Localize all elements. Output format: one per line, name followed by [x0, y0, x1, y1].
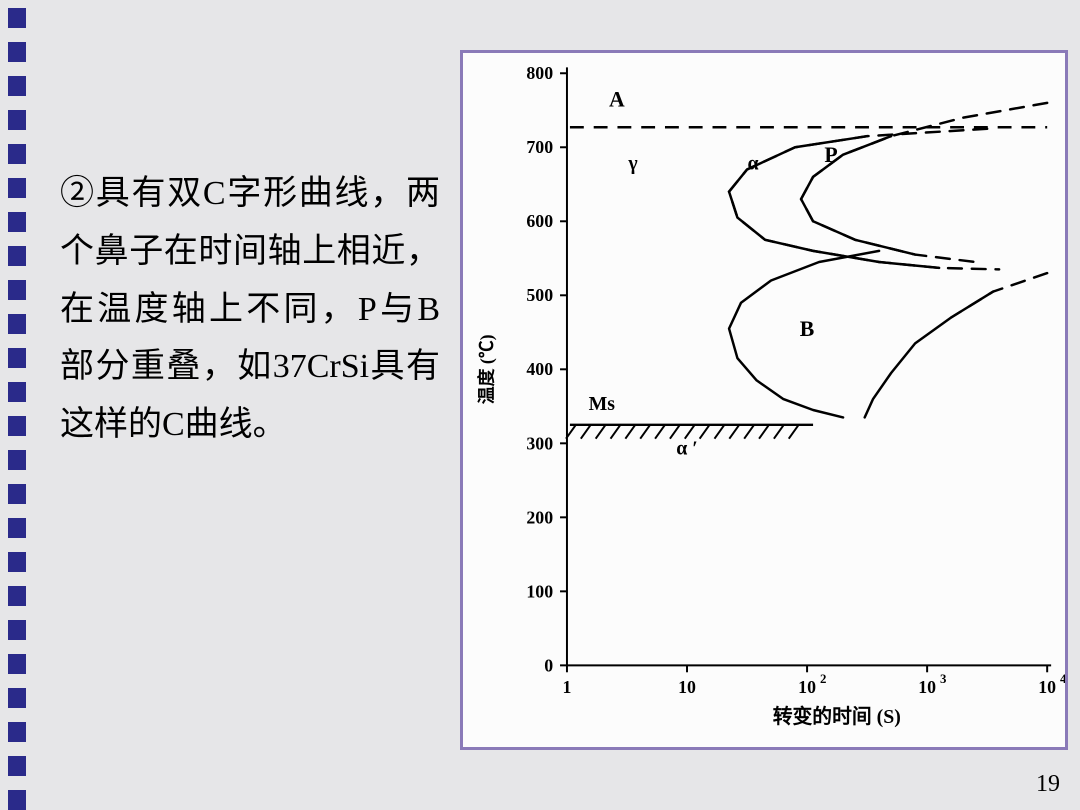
- svg-text:γ: γ: [627, 152, 637, 174]
- svg-text:P: P: [824, 143, 837, 167]
- svg-text:2: 2: [820, 672, 826, 686]
- svg-text:600: 600: [526, 211, 553, 231]
- svg-text:10: 10: [918, 677, 936, 697]
- svg-text:100: 100: [526, 581, 553, 601]
- description-paragraph: ②具有双C字形曲线，两个鼻子在时间轴上相近，在温度轴上不同，P与B部分重叠，如3…: [60, 165, 440, 454]
- ttt-diagram: 0 100 200 300 400 500 600 700 800 温度 (℃) 1 10 10 2 10 3…: [460, 50, 1068, 750]
- svg-text:10: 10: [798, 677, 816, 697]
- svg-text:3: 3: [940, 672, 946, 686]
- svg-text:1: 1: [563, 677, 572, 697]
- svg-text:转变的时间 (S): 转变的时间 (S): [773, 705, 901, 728]
- svg-text:温度 (℃): 温度 (℃): [476, 334, 498, 404]
- svg-text:200: 200: [526, 507, 553, 527]
- svg-text:α ′: α ′: [676, 437, 698, 459]
- svg-text:A: A: [609, 88, 625, 112]
- svg-text:4: 4: [1060, 672, 1065, 686]
- svg-text:Ms: Ms: [589, 393, 616, 415]
- svg-text:800: 800: [526, 63, 553, 83]
- svg-text:α: α: [748, 152, 759, 174]
- svg-text:10: 10: [1038, 677, 1056, 697]
- svg-text:0: 0: [544, 655, 553, 675]
- svg-text:B: B: [800, 317, 815, 341]
- svg-text:500: 500: [526, 285, 553, 305]
- page-number: 19: [1036, 771, 1060, 798]
- side-decoration: [8, 8, 28, 802]
- svg-text:700: 700: [526, 137, 553, 157]
- svg-text:300: 300: [526, 433, 553, 453]
- chart-svg: 0 100 200 300 400 500 600 700 800 温度 (℃) 1 10 10 2 10 3…: [463, 53, 1065, 747]
- svg-text:400: 400: [526, 359, 553, 379]
- svg-text:10: 10: [678, 677, 696, 697]
